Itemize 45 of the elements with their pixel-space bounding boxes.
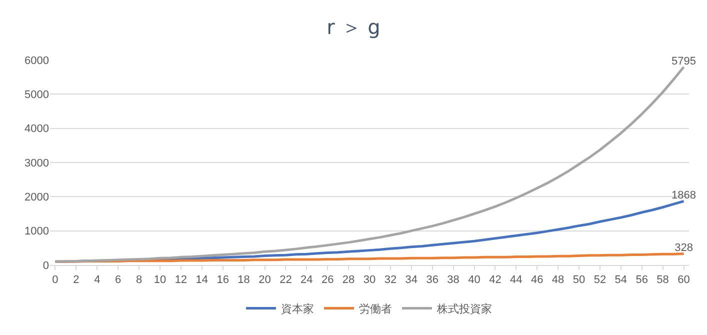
x-tick-label: 42: [489, 274, 502, 286]
x-tick-label: 40: [468, 274, 480, 286]
x-tick-label: 12: [174, 274, 188, 286]
y-tick-label: 2000: [24, 192, 49, 204]
y-tick-label: 4000: [24, 123, 49, 136]
x-tick-label: 6: [115, 274, 122, 286]
x-tick-label: 30: [363, 274, 376, 286]
x-tick-label: 16: [216, 274, 229, 286]
x-tick-label: 44: [510, 274, 522, 286]
x-tick-label: 0: [52, 274, 58, 286]
x-tick-label: 56: [636, 274, 648, 286]
x-tick-label: 32: [384, 274, 397, 286]
x-tick-label: 8: [136, 274, 142, 286]
x-tick-label: 58: [656, 274, 669, 286]
x-tick-label: 4: [94, 274, 100, 286]
legend-label: 株式投資家: [436, 302, 492, 316]
data-label: 5795: [672, 55, 696, 68]
x-tick-label: 18: [238, 274, 250, 286]
y-tick-label: 0: [42, 260, 49, 272]
y-tick-label: 5000: [24, 89, 49, 102]
x-tick-label: 20: [258, 274, 271, 286]
x-tick-label: 36: [426, 274, 438, 286]
data-label: 1868: [672, 189, 696, 202]
x-tick-label: 50: [572, 274, 586, 286]
x-tick-label: 22: [280, 274, 292, 286]
legend-label: 資本家: [281, 302, 314, 316]
x-tick-label: 34: [405, 274, 418, 286]
y-tick-label: 3000: [24, 157, 49, 170]
x-tick-label: 54: [614, 274, 628, 286]
data-label: 328: [674, 242, 693, 254]
x-tick-label: 14: [196, 274, 208, 286]
x-tick-label: 2: [73, 274, 80, 286]
x-tick-label: 60: [678, 274, 690, 286]
x-tick-label: 26: [321, 274, 334, 286]
x-tick-label: 10: [154, 274, 166, 286]
x-tick-label: 24: [300, 274, 313, 286]
x-tick-label: 52: [594, 274, 606, 286]
x-tick-label: 48: [552, 274, 564, 286]
chart-title: r ＞ g: [326, 15, 380, 40]
x-tick-label: 38: [447, 274, 460, 286]
y-tick-label: 6000: [24, 54, 49, 67]
y-tick-label: 1000: [24, 226, 49, 238]
x-tick-label: 46: [530, 274, 544, 286]
legend-label: 労働者: [359, 302, 392, 316]
x-tick-label: 28: [342, 274, 355, 286]
